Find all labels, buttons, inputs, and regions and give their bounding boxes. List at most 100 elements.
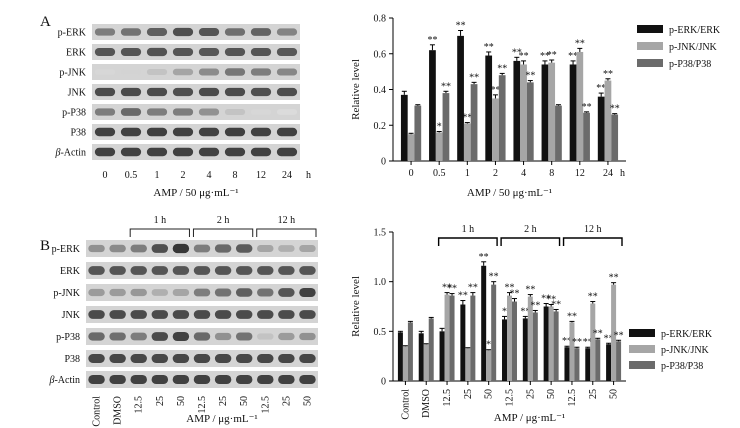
blot-band [146, 108, 168, 116]
bar [492, 98, 499, 161]
y-tick-label: 0 [381, 157, 386, 168]
lane-label: DMSO [113, 396, 124, 425]
blot-band [235, 288, 253, 297]
blot-band [94, 47, 116, 57]
blot-strip [92, 104, 300, 120]
y-tick-label: 1.0 [374, 277, 387, 288]
significance-mark: ** [427, 35, 437, 46]
significance-mark: ** [540, 51, 550, 62]
bar [449, 295, 455, 381]
bar [414, 105, 422, 161]
significance-mark: ** [468, 283, 478, 294]
bar [486, 350, 492, 381]
blot-band [172, 310, 190, 319]
significance-mark: ** [479, 252, 489, 263]
bar [485, 55, 493, 161]
y-tick-label: 1.5 [374, 228, 387, 239]
blot-row-label: p-JNK [59, 68, 86, 79]
blot-band [198, 47, 220, 57]
blot-band [109, 374, 126, 385]
significance-mark: ** [525, 71, 535, 82]
blot-band [94, 28, 116, 36]
blot-band [278, 332, 295, 341]
blot-band [250, 87, 272, 97]
blot-band [193, 266, 211, 275]
blot-band [172, 243, 190, 254]
x-tick-label: 25 [463, 389, 474, 399]
blot-band [151, 354, 169, 363]
blot-band [109, 310, 126, 319]
group-label: 1 h [154, 215, 167, 226]
blot-band [224, 109, 246, 115]
blot-band [299, 245, 316, 252]
significance-mark: ** [541, 294, 551, 305]
lane-label: 0.5 [125, 170, 138, 181]
blot-band [214, 354, 232, 363]
significance-mark: ** [442, 283, 452, 294]
blot-row-label: ERK [66, 48, 87, 59]
blot-strip [92, 144, 300, 160]
bar [402, 346, 408, 381]
group-bracket [192, 228, 254, 237]
x-tick-label: 12 [575, 168, 585, 179]
blot-band [214, 244, 232, 253]
significance-mark: ** [546, 295, 556, 306]
blot-band [172, 68, 194, 76]
significance-mark: * [437, 122, 442, 133]
x-tick-label: Control [400, 389, 411, 420]
blot-row-label: ERK [60, 266, 81, 277]
bar [576, 51, 584, 161]
blot-band [214, 332, 232, 341]
x-tick-label: 50 [609, 389, 620, 399]
blot-band [146, 147, 168, 157]
group-label: 1 h [462, 224, 475, 235]
significance-mark: ** [441, 81, 451, 92]
bar [604, 80, 612, 161]
significance-mark: ** [512, 47, 522, 58]
blot-band [172, 47, 194, 57]
blot-band [146, 87, 168, 97]
significance-mark: * [502, 306, 507, 317]
significance-mark: ** [572, 337, 582, 348]
blot-band [193, 374, 211, 385]
significance-mark: ** [525, 285, 535, 296]
significance-mark: ** [593, 328, 603, 339]
significance-mark: ** [462, 113, 472, 124]
significance-mark: ** [490, 85, 500, 96]
blot-band [235, 374, 253, 385]
blot-band [224, 47, 246, 57]
significance-mark: ** [604, 333, 614, 344]
lane-label: 12 [256, 170, 266, 181]
group-label: 2 h [217, 215, 230, 226]
blot-band [224, 147, 246, 157]
significance-mark: ** [603, 69, 613, 80]
x-unit-label: h [620, 168, 625, 179]
group-bracket [562, 237, 623, 246]
blot-band [109, 332, 126, 341]
bar [442, 93, 450, 161]
blot-band [120, 47, 142, 57]
significance-mark: ** [551, 299, 561, 310]
significance-mark: ** [614, 330, 624, 341]
legend-label: p-JNK/JNK [661, 345, 710, 356]
x-tick-label: 8 [549, 168, 554, 179]
x-tick-label: 24 [603, 168, 613, 179]
bar [564, 347, 570, 381]
lane-label: 25 [155, 396, 166, 406]
bar [429, 50, 436, 161]
blot-band [146, 69, 168, 75]
blot-band [235, 310, 253, 319]
blot-band [172, 289, 190, 296]
significance-mark: ** [596, 83, 606, 94]
bar [583, 112, 590, 161]
legend-swatch [629, 345, 655, 353]
blot-band [214, 288, 232, 297]
bar [527, 296, 533, 381]
lane-unit-label: h [306, 170, 311, 181]
bar [481, 265, 487, 381]
x-tick-label: 50 [546, 389, 557, 399]
lane-label: 4 [207, 170, 212, 181]
blot-band [214, 310, 232, 319]
